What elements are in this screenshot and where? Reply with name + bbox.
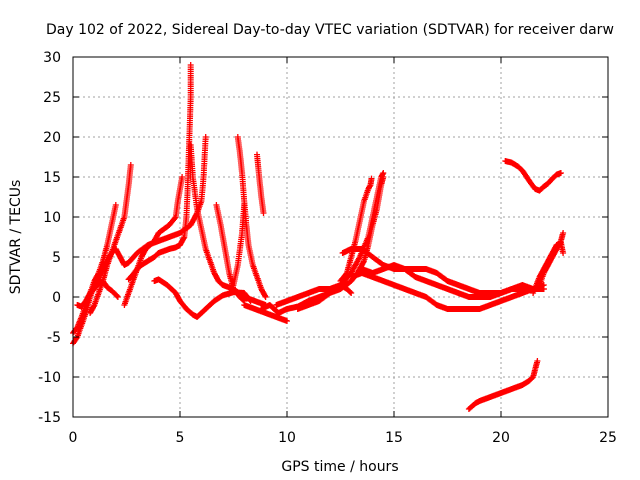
x-tick-label: 20: [492, 430, 510, 446]
data-marker-path: [348, 270, 547, 312]
data-marker-path: [213, 202, 248, 304]
data-marker-path: [151, 276, 254, 320]
data-series-arc6: [125, 62, 194, 283]
data-series-arc23: [530, 239, 567, 296]
y-tick-label: 20: [43, 130, 61, 146]
y-tick-label: 0: [52, 290, 61, 306]
data-series-arc13: [254, 151, 267, 216]
y-axis-label: SDTVAR / TECUs: [8, 180, 24, 295]
y-tick-label: 5: [52, 250, 61, 266]
y-tick-label: -10: [38, 370, 61, 386]
y-tick-label: 25: [43, 90, 61, 106]
data-marker-path: [502, 158, 564, 194]
data-series-arc24: [465, 358, 541, 412]
data-series-arc20: [348, 270, 547, 312]
data-marker-path: [230, 202, 248, 288]
x-tick-label: 25: [599, 430, 617, 446]
x-tick-label: 10: [278, 430, 296, 446]
x-tick-label: 0: [69, 430, 78, 446]
x-axis-label: GPS time / hours: [281, 459, 398, 475]
data-series-arc11: [230, 202, 248, 288]
data-marker-path: [241, 302, 290, 324]
data-marker-path: [465, 358, 541, 412]
x-tick-label: 5: [176, 430, 185, 446]
data-series-arc21: [502, 158, 564, 194]
y-tick-label: -5: [47, 330, 61, 346]
data-series-arc10: [213, 202, 248, 304]
data-series-arc19: [358, 262, 547, 300]
data-marker-path: [254, 151, 267, 216]
y-tick-label: 10: [43, 210, 61, 226]
data-series-arc12: [241, 302, 290, 324]
data-markers: [70, 62, 567, 412]
data-marker-path: [358, 262, 547, 300]
data-marker-path: [530, 239, 567, 296]
chart-title: Day 102 of 2022, Sidereal Day-to-day VTE…: [46, 22, 614, 38]
axis-ticks: -15 -10 -5 0 5 10 15 20 25 30 0 5 10 15 20 25: [38, 50, 617, 446]
plot-frame: [72, 56, 609, 418]
y-tick-label: -15: [38, 410, 61, 426]
y-tick-label: 30: [43, 50, 61, 66]
data-series-arc9: [151, 276, 254, 320]
y-tick-label: 15: [43, 170, 61, 186]
x-tick-label: 15: [385, 430, 403, 446]
data-marker-path: [125, 62, 194, 283]
